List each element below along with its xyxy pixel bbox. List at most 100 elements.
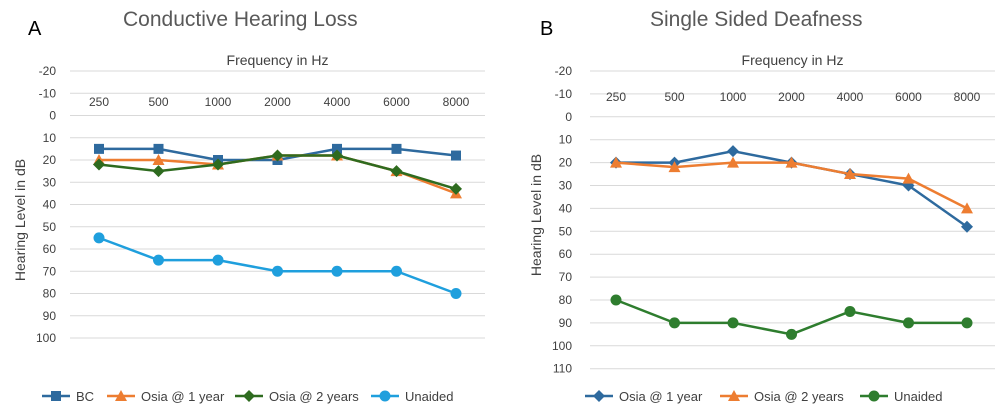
panel-a-xtick-label: 250: [89, 95, 109, 109]
panel-b-ytick-label: -10: [555, 87, 573, 101]
panel-b-legend-marker: [593, 390, 605, 402]
panel-b-ytick-label: -20: [555, 64, 573, 78]
panel-a-ytick-label: 40: [43, 198, 57, 212]
panel-a-data-point: [272, 265, 283, 277]
panel-a-xtick-label: 8000: [443, 95, 470, 109]
panel-a-ytick-label: 70: [43, 264, 57, 278]
panel-b-ytick-label: 100: [552, 339, 572, 353]
panel-b-xtick-label: 8000: [954, 90, 981, 104]
panel-a-legend-marker: [243, 390, 255, 402]
panel-a-data-point: [331, 149, 343, 162]
panel-b-letter: B: [540, 18, 554, 40]
panel-b-data-point: [610, 294, 622, 306]
panel-b-data-point: [727, 317, 739, 329]
panel-a-ytick-label: 30: [43, 175, 57, 189]
panel-b-data-point: [902, 172, 915, 184]
panel-a-xtick-label: 500: [148, 95, 168, 109]
panel-b-data-point: [669, 317, 680, 329]
panel-b-data-point: [785, 156, 798, 168]
panel-a-ytick-label: 90: [43, 309, 57, 323]
panel-a-ytick-label: -10: [39, 86, 57, 100]
panel-a-legend-marker: [51, 391, 61, 401]
panel-b-data-point: [844, 168, 856, 180]
panel-b-yaxis-title: Hearing Level in dB: [528, 154, 544, 276]
panel-a-xtick-label: 1000: [205, 95, 232, 109]
panel-b-xtick-label: 6000: [895, 90, 922, 104]
panel-b-data-point: [903, 317, 914, 329]
panel-a-xtick-label: 4000: [324, 95, 351, 109]
panel-b-ytick-label: 0: [565, 110, 572, 124]
panel-a-legend-label: Osia @ 2 years: [269, 389, 359, 404]
panel-b-xtick-label: 250: [606, 90, 626, 104]
panel-b-xtick-label: 4000: [837, 90, 864, 104]
panel-a-legend-label: Osia @ 1 year: [141, 389, 225, 404]
panel-b-ytick-label: 20: [559, 156, 573, 170]
panel-b-ytick-label: 30: [559, 179, 573, 193]
panel-a-data-point: [332, 143, 342, 154]
panel-a-ytick-label: 20: [43, 153, 57, 167]
panel-a-legend-marker: [379, 390, 391, 402]
panel-a-ytick-label: 10: [43, 131, 57, 145]
panel-b-legend-label: Osia @ 2 years: [754, 389, 844, 404]
panel-b-data-point: [961, 317, 973, 329]
panel-a-yaxis-title: Hearing Level in dB: [12, 159, 28, 281]
panel-a-data-point: [212, 254, 224, 266]
panel-a-data-point: [391, 265, 402, 277]
panel-a-title: Conductive Hearing Loss: [123, 8, 358, 31]
panel-a-ytick-label: 50: [43, 220, 57, 234]
panel-b-ytick-label: 70: [559, 270, 573, 284]
panel-b-legend-marker: [728, 390, 740, 401]
panel-a-data-point: [152, 165, 165, 178]
panel-a-legend-label: BC: [76, 389, 94, 404]
panel-a-data-point: [331, 265, 343, 277]
panel-b-data-point: [786, 328, 797, 340]
panel-b-data-point: [668, 161, 681, 173]
panel-b-title: Single Sided Deafness: [650, 8, 863, 31]
panel-a-data-point: [93, 232, 105, 244]
panel-b-ytick-label: 90: [559, 316, 573, 330]
panel-a-ytick-label: -20: [39, 64, 57, 78]
panel-b-data-point: [961, 202, 973, 214]
panel-a-data-point: [153, 143, 164, 154]
panel-b-data-point: [844, 305, 856, 317]
panel-a-data-point: [93, 158, 105, 171]
panel-a-legend-marker: [115, 390, 127, 401]
panel-a-series-line: [98, 236, 457, 295]
panel-a-data-point: [152, 154, 165, 165]
panel-b-data-point: [727, 156, 739, 168]
panel-a-data-point: [212, 158, 224, 171]
panel-a-data-point: [94, 143, 104, 154]
panel-b-legend-label: Unaided: [894, 389, 942, 404]
panel-a-letter: A: [28, 18, 42, 40]
panel-b-ytick-label: 10: [559, 133, 573, 147]
panel-a-data-point: [451, 150, 461, 161]
panel-a-xtick-label: 6000: [383, 95, 410, 109]
panel-a-ytick-label: 0: [49, 109, 56, 123]
panel-b-data-point: [961, 220, 973, 233]
panel-a-data-point: [153, 254, 164, 266]
panel-b-data-point: [610, 156, 622, 168]
panel-b-xtick-label: 1000: [720, 90, 747, 104]
panel-b-data-point: [727, 145, 739, 158]
panel-b-xaxis-title: Frequency in Hz: [742, 52, 844, 68]
panel-a-data-point: [450, 182, 462, 195]
panel-a-ytick-label: 100: [36, 331, 56, 345]
panel-a-data-point: [450, 288, 462, 299]
panel-b-ytick-label: 40: [559, 201, 573, 215]
panel-b-ytick-label: 110: [553, 362, 572, 376]
panel-a-data-point: [391, 143, 402, 154]
panel-b-ytick-label: 60: [559, 247, 573, 261]
panel-b-ytick-label: 50: [559, 224, 573, 238]
panel-a-ytick-label: 60: [43, 242, 57, 256]
panel-a-data-point: [271, 149, 284, 162]
panel-a-data-point: [390, 165, 403, 178]
panel-b-legend-label: Osia @ 1 year: [619, 389, 703, 404]
panel-b-xtick-label: 500: [664, 90, 684, 104]
panel-b-ytick-label: 80: [559, 293, 573, 307]
panel-b-xtick-label: 2000: [778, 90, 805, 104]
panel-a-ytick-label: 80: [43, 287, 57, 301]
panel-a-xaxis-title: Frequency in Hz: [227, 52, 329, 68]
panel-a-xtick-label: 2000: [264, 95, 291, 109]
panel-a-legend-label: Unaided: [405, 389, 453, 404]
